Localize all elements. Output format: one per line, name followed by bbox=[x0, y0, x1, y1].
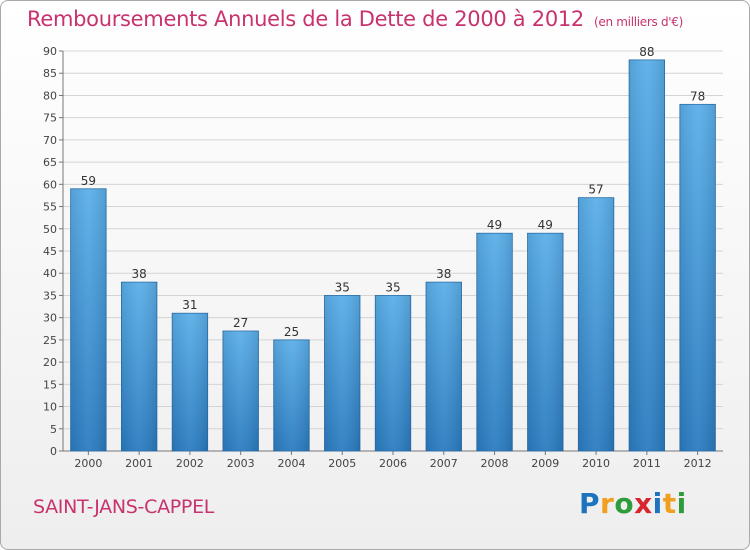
bars bbox=[70, 59, 716, 452]
x-tick-label-2004: 2004 bbox=[277, 457, 305, 470]
chart-title: Remboursements Annuels de la Dette de 20… bbox=[27, 7, 683, 31]
chart-title-text: Remboursements Annuels de la Dette de 20… bbox=[27, 7, 584, 31]
y-tick-label-50: 50 bbox=[43, 223, 57, 236]
y-tick-label-20: 20 bbox=[43, 356, 57, 369]
x-tick-label-2012: 2012 bbox=[684, 457, 712, 470]
y-tick-label-25: 25 bbox=[43, 334, 57, 347]
data-labels: 59 38 31 27 25 35 35 38 49 49 57 88 78 bbox=[81, 45, 706, 339]
bar-shade-2001 bbox=[121, 282, 157, 451]
y-tick-label-0: 0 bbox=[50, 445, 57, 458]
y-tick-label-85: 85 bbox=[43, 67, 57, 80]
data-label-2000: 59 bbox=[81, 174, 96, 188]
y-tick-label-60: 60 bbox=[43, 178, 57, 191]
bar-shade-2008 bbox=[476, 233, 513, 451]
y-tick-label-30: 30 bbox=[43, 312, 57, 325]
data-label-2011: 88 bbox=[639, 45, 654, 59]
bar-shade-2009 bbox=[527, 233, 564, 451]
logo-letter: x bbox=[634, 487, 653, 520]
x-tick-label-2000: 2000 bbox=[74, 457, 102, 470]
data-label-2010: 57 bbox=[588, 183, 603, 197]
x-tick-label-2007: 2007 bbox=[430, 457, 458, 470]
logo-letter: r bbox=[600, 487, 615, 520]
x-tick-label-2002: 2002 bbox=[176, 457, 204, 470]
bar-shade-2000 bbox=[70, 188, 107, 451]
y-tick-label-75: 75 bbox=[43, 112, 57, 125]
y-tick-label-35: 35 bbox=[43, 289, 57, 302]
data-label-2004: 25 bbox=[284, 325, 299, 339]
data-label-2005: 35 bbox=[335, 280, 350, 294]
chart-subtitle: (en milliers d'€) bbox=[594, 15, 684, 29]
y-tick-label-15: 15 bbox=[43, 378, 57, 391]
logo-letter: P bbox=[579, 487, 601, 520]
bar-shade-2010 bbox=[578, 197, 614, 451]
data-label-2003: 27 bbox=[233, 316, 248, 330]
y-tick-label-10: 10 bbox=[43, 401, 57, 414]
bar-shade-2011 bbox=[629, 59, 665, 452]
bar-shade-2003 bbox=[222, 331, 259, 451]
data-label-2008: 49 bbox=[487, 218, 502, 232]
y-tick-label-70: 70 bbox=[43, 134, 57, 147]
x-tick-label-2001: 2001 bbox=[125, 457, 153, 470]
y-tick-label-5: 5 bbox=[50, 423, 57, 436]
bar-shade-2006 bbox=[375, 295, 411, 451]
bar-shade-2004 bbox=[273, 339, 310, 451]
x-tick-label-2005: 2005 bbox=[328, 457, 356, 470]
data-label-2012: 78 bbox=[690, 89, 705, 103]
logo-letter: i bbox=[652, 487, 663, 520]
bar-shade-2012 bbox=[679, 104, 716, 451]
bar-shade-2002 bbox=[172, 313, 208, 451]
bar-shade-2005 bbox=[324, 295, 360, 451]
data-label-2009: 49 bbox=[538, 218, 553, 232]
data-label-2001: 38 bbox=[132, 267, 147, 281]
logo-letter: o bbox=[614, 487, 635, 520]
data-label-2006: 35 bbox=[385, 280, 400, 294]
y-tick-label-90: 90 bbox=[43, 45, 57, 58]
commune-name: SAINT-JANS-CAPPEL bbox=[33, 496, 215, 518]
y-tick-label-65: 65 bbox=[43, 156, 57, 169]
y-tick-label-80: 80 bbox=[43, 89, 57, 102]
x-tick-label-2009: 2009 bbox=[531, 457, 559, 470]
x-tick-label-2011: 2011 bbox=[633, 457, 661, 470]
axes: 0 5 10 15 20 25 30 35 40 45 50 55 60 65 70 75 80 85 90 2000… bbox=[43, 45, 723, 470]
y-tick-label-40: 40 bbox=[43, 267, 57, 280]
y-tick-label-55: 55 bbox=[43, 201, 57, 214]
x-tick-label-2003: 2003 bbox=[227, 457, 255, 470]
y-tick-label-45: 45 bbox=[43, 245, 57, 258]
x-tick-label-2010: 2010 bbox=[582, 457, 610, 470]
x-tick-label-2008: 2008 bbox=[481, 457, 509, 470]
proxiti-logo: Proxiti bbox=[579, 487, 687, 520]
bar-shade-2007 bbox=[426, 282, 462, 451]
data-label-2007: 38 bbox=[436, 267, 451, 281]
x-tick-label-2006: 2006 bbox=[379, 457, 407, 470]
data-label-2002: 31 bbox=[182, 298, 197, 312]
logo-letter: t bbox=[662, 487, 677, 520]
logo-letter: i bbox=[676, 487, 687, 520]
